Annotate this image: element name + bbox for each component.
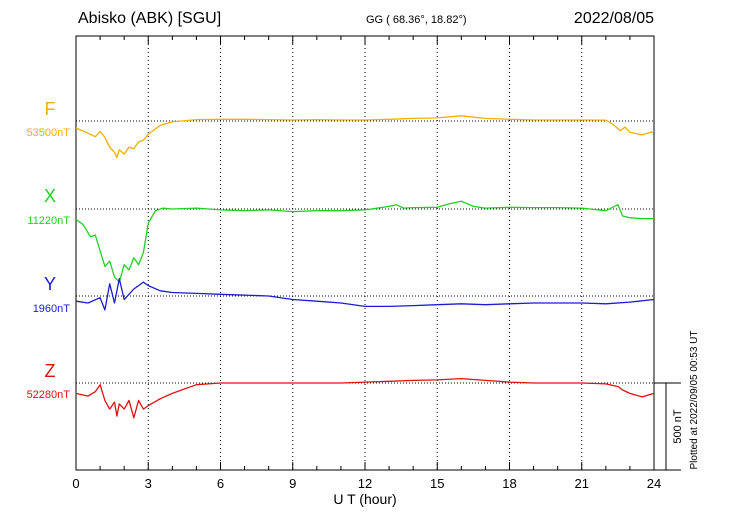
series-baseline-x: 11220nT (27, 215, 70, 227)
series-baseline-f: 53500nT (27, 127, 71, 139)
series-name-f: F (45, 99, 56, 119)
scale-bar-label: 500 nT (672, 409, 684, 444)
x-tick-label: 21 (575, 476, 589, 491)
x-tick-label: 24 (647, 476, 661, 491)
station-coordinates: GG ( 68.36°, 18.82°) (366, 14, 467, 26)
x-tick-label: 0 (72, 476, 79, 491)
series-line-y (75, 277, 655, 311)
x-axis: 0 3 6 9 12 15 18 21 24 U T (hour) (72, 36, 661, 507)
series-line-f (75, 115, 655, 159)
series-name-x: X (44, 186, 56, 206)
series-name-y: Y (44, 274, 56, 294)
grid (75, 35, 655, 471)
x-tick-label: 3 (145, 476, 152, 491)
series-baseline-z: 52280nT (27, 389, 71, 401)
series-line-x (75, 200, 654, 283)
series-baseline-y: 1960nT (33, 303, 71, 315)
plotted-note: Plotted at 2022/09/05 00:53 UT (689, 331, 700, 470)
plot-date: 2022/08/05 (573, 10, 654, 27)
station-title: Abisko (ABK) [SGU] (78, 10, 222, 27)
series-name-z: Z (45, 361, 56, 381)
series-labels: F 53500nT X 11220nT Y 1960nT Z 52280nT (27, 99, 71, 401)
series-line-z (75, 377, 655, 419)
scale-bar: 500 nT (654, 382, 684, 471)
x-tick-label: 12 (358, 476, 372, 491)
x-tick-label: 18 (502, 476, 516, 491)
x-tick-label: 9 (289, 476, 296, 491)
series-lines (75, 115, 655, 419)
x-axis-label: U T (hour) (333, 491, 396, 507)
x-tick-label: 6 (217, 476, 224, 491)
x-tick-label: 15 (430, 476, 444, 491)
